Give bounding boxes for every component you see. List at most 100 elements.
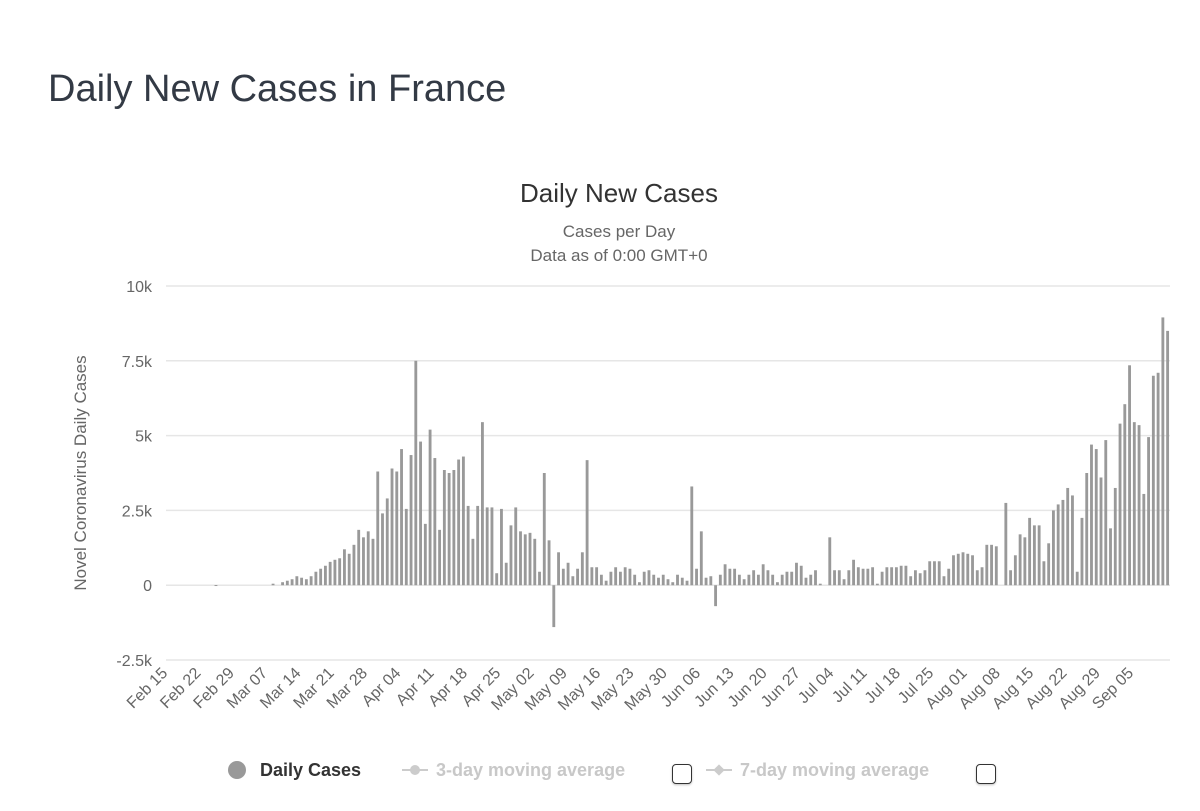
bar[interactable] <box>642 571 646 586</box>
bar[interactable] <box>799 565 803 586</box>
bar[interactable] <box>766 570 770 586</box>
bar[interactable] <box>818 583 822 586</box>
bar[interactable] <box>994 546 998 586</box>
bar[interactable] <box>1090 444 1093 586</box>
bar[interactable] <box>718 574 722 586</box>
bar[interactable] <box>352 544 356 586</box>
bar[interactable] <box>699 531 703 586</box>
bar[interactable] <box>604 580 608 586</box>
bar[interactable] <box>438 529 442 586</box>
bar[interactable] <box>623 567 627 586</box>
bar[interactable] <box>1056 504 1060 586</box>
bar[interactable] <box>385 498 389 586</box>
bar[interactable] <box>433 458 437 586</box>
bar[interactable] <box>737 574 741 586</box>
bar[interactable] <box>680 577 684 586</box>
bar[interactable] <box>785 571 789 586</box>
bar[interactable] <box>1104 440 1108 586</box>
bar[interactable] <box>538 571 541 586</box>
bar[interactable] <box>704 577 708 586</box>
bar[interactable] <box>609 571 613 586</box>
bar[interactable] <box>866 568 870 586</box>
bar[interactable] <box>362 537 365 586</box>
bar[interactable] <box>633 574 637 586</box>
bar[interactable] <box>533 538 537 586</box>
bar[interactable] <box>666 579 670 586</box>
bar[interactable] <box>552 585 556 628</box>
bar[interactable] <box>376 471 380 586</box>
bar[interactable] <box>990 544 993 586</box>
bar[interactable] <box>894 567 898 586</box>
bar[interactable] <box>733 568 737 586</box>
bar[interactable] <box>728 568 732 586</box>
bar[interactable] <box>357 529 361 586</box>
bar[interactable] <box>557 552 560 586</box>
bar[interactable] <box>390 468 394 586</box>
bar[interactable] <box>875 583 879 586</box>
bar[interactable] <box>856 567 860 586</box>
bar[interactable] <box>690 486 694 586</box>
bar[interactable] <box>966 553 970 586</box>
bar[interactable] <box>476 505 480 586</box>
bar[interactable] <box>685 580 689 586</box>
bar[interactable] <box>985 544 989 586</box>
bar[interactable] <box>1080 517 1084 586</box>
bar[interactable] <box>776 582 779 586</box>
bar[interactable] <box>956 553 960 586</box>
bar[interactable] <box>1151 375 1155 586</box>
bar[interactable] <box>861 568 865 586</box>
bar[interactable] <box>614 567 618 586</box>
bar[interactable] <box>885 567 889 586</box>
bar[interactable] <box>561 568 565 586</box>
bar[interactable] <box>419 441 422 586</box>
bar[interactable] <box>628 568 632 586</box>
bar[interactable] <box>1142 493 1146 586</box>
bar[interactable] <box>1132 422 1136 586</box>
legend-item-7-day-moving-average[interactable]: 7-day moving average <box>706 756 929 784</box>
bar[interactable] <box>599 574 603 586</box>
bar[interactable] <box>795 562 798 586</box>
bar[interactable] <box>471 538 475 586</box>
checkbox-3-day-moving-average[interactable] <box>672 764 692 784</box>
bar[interactable] <box>1009 570 1013 586</box>
legend-item-3-day-moving-average[interactable]: 3-day moving average <box>402 756 625 784</box>
bar[interactable] <box>661 574 665 586</box>
bar[interactable] <box>1156 372 1160 586</box>
bar[interactable] <box>271 583 275 586</box>
bar[interactable] <box>528 532 532 586</box>
bar[interactable] <box>980 567 984 586</box>
bar[interactable] <box>709 576 713 586</box>
bar[interactable] <box>404 508 408 586</box>
bar[interactable] <box>761 564 765 586</box>
bar[interactable] <box>1061 499 1065 586</box>
bar[interactable] <box>890 567 894 586</box>
bar[interactable] <box>295 576 299 586</box>
bar[interactable] <box>1032 525 1036 586</box>
bar[interactable] <box>290 579 294 586</box>
bar[interactable] <box>452 470 456 586</box>
bar[interactable] <box>328 561 332 586</box>
bar[interactable] <box>1075 571 1079 586</box>
bar[interactable] <box>833 570 836 586</box>
bar[interactable] <box>880 571 884 586</box>
bar[interactable] <box>899 565 903 586</box>
bar[interactable] <box>780 574 784 586</box>
bar[interactable] <box>695 568 698 586</box>
bar[interactable] <box>571 576 575 586</box>
bar[interactable] <box>676 574 679 586</box>
bar[interactable] <box>214 585 218 587</box>
bar[interactable] <box>909 576 913 586</box>
bar[interactable] <box>971 555 974 586</box>
bar[interactable] <box>961 552 965 586</box>
bar[interactable] <box>1128 365 1131 586</box>
legend-item-daily-cases[interactable]: Daily Cases <box>228 756 361 784</box>
bar[interactable] <box>847 570 851 586</box>
bar[interactable] <box>942 576 946 586</box>
bar[interactable] <box>381 513 384 586</box>
bar[interactable] <box>1161 317 1165 586</box>
bar[interactable] <box>309 576 313 586</box>
bar[interactable] <box>343 549 346 586</box>
bar[interactable] <box>1004 502 1008 586</box>
bar[interactable] <box>371 538 375 586</box>
bar[interactable] <box>442 470 446 586</box>
